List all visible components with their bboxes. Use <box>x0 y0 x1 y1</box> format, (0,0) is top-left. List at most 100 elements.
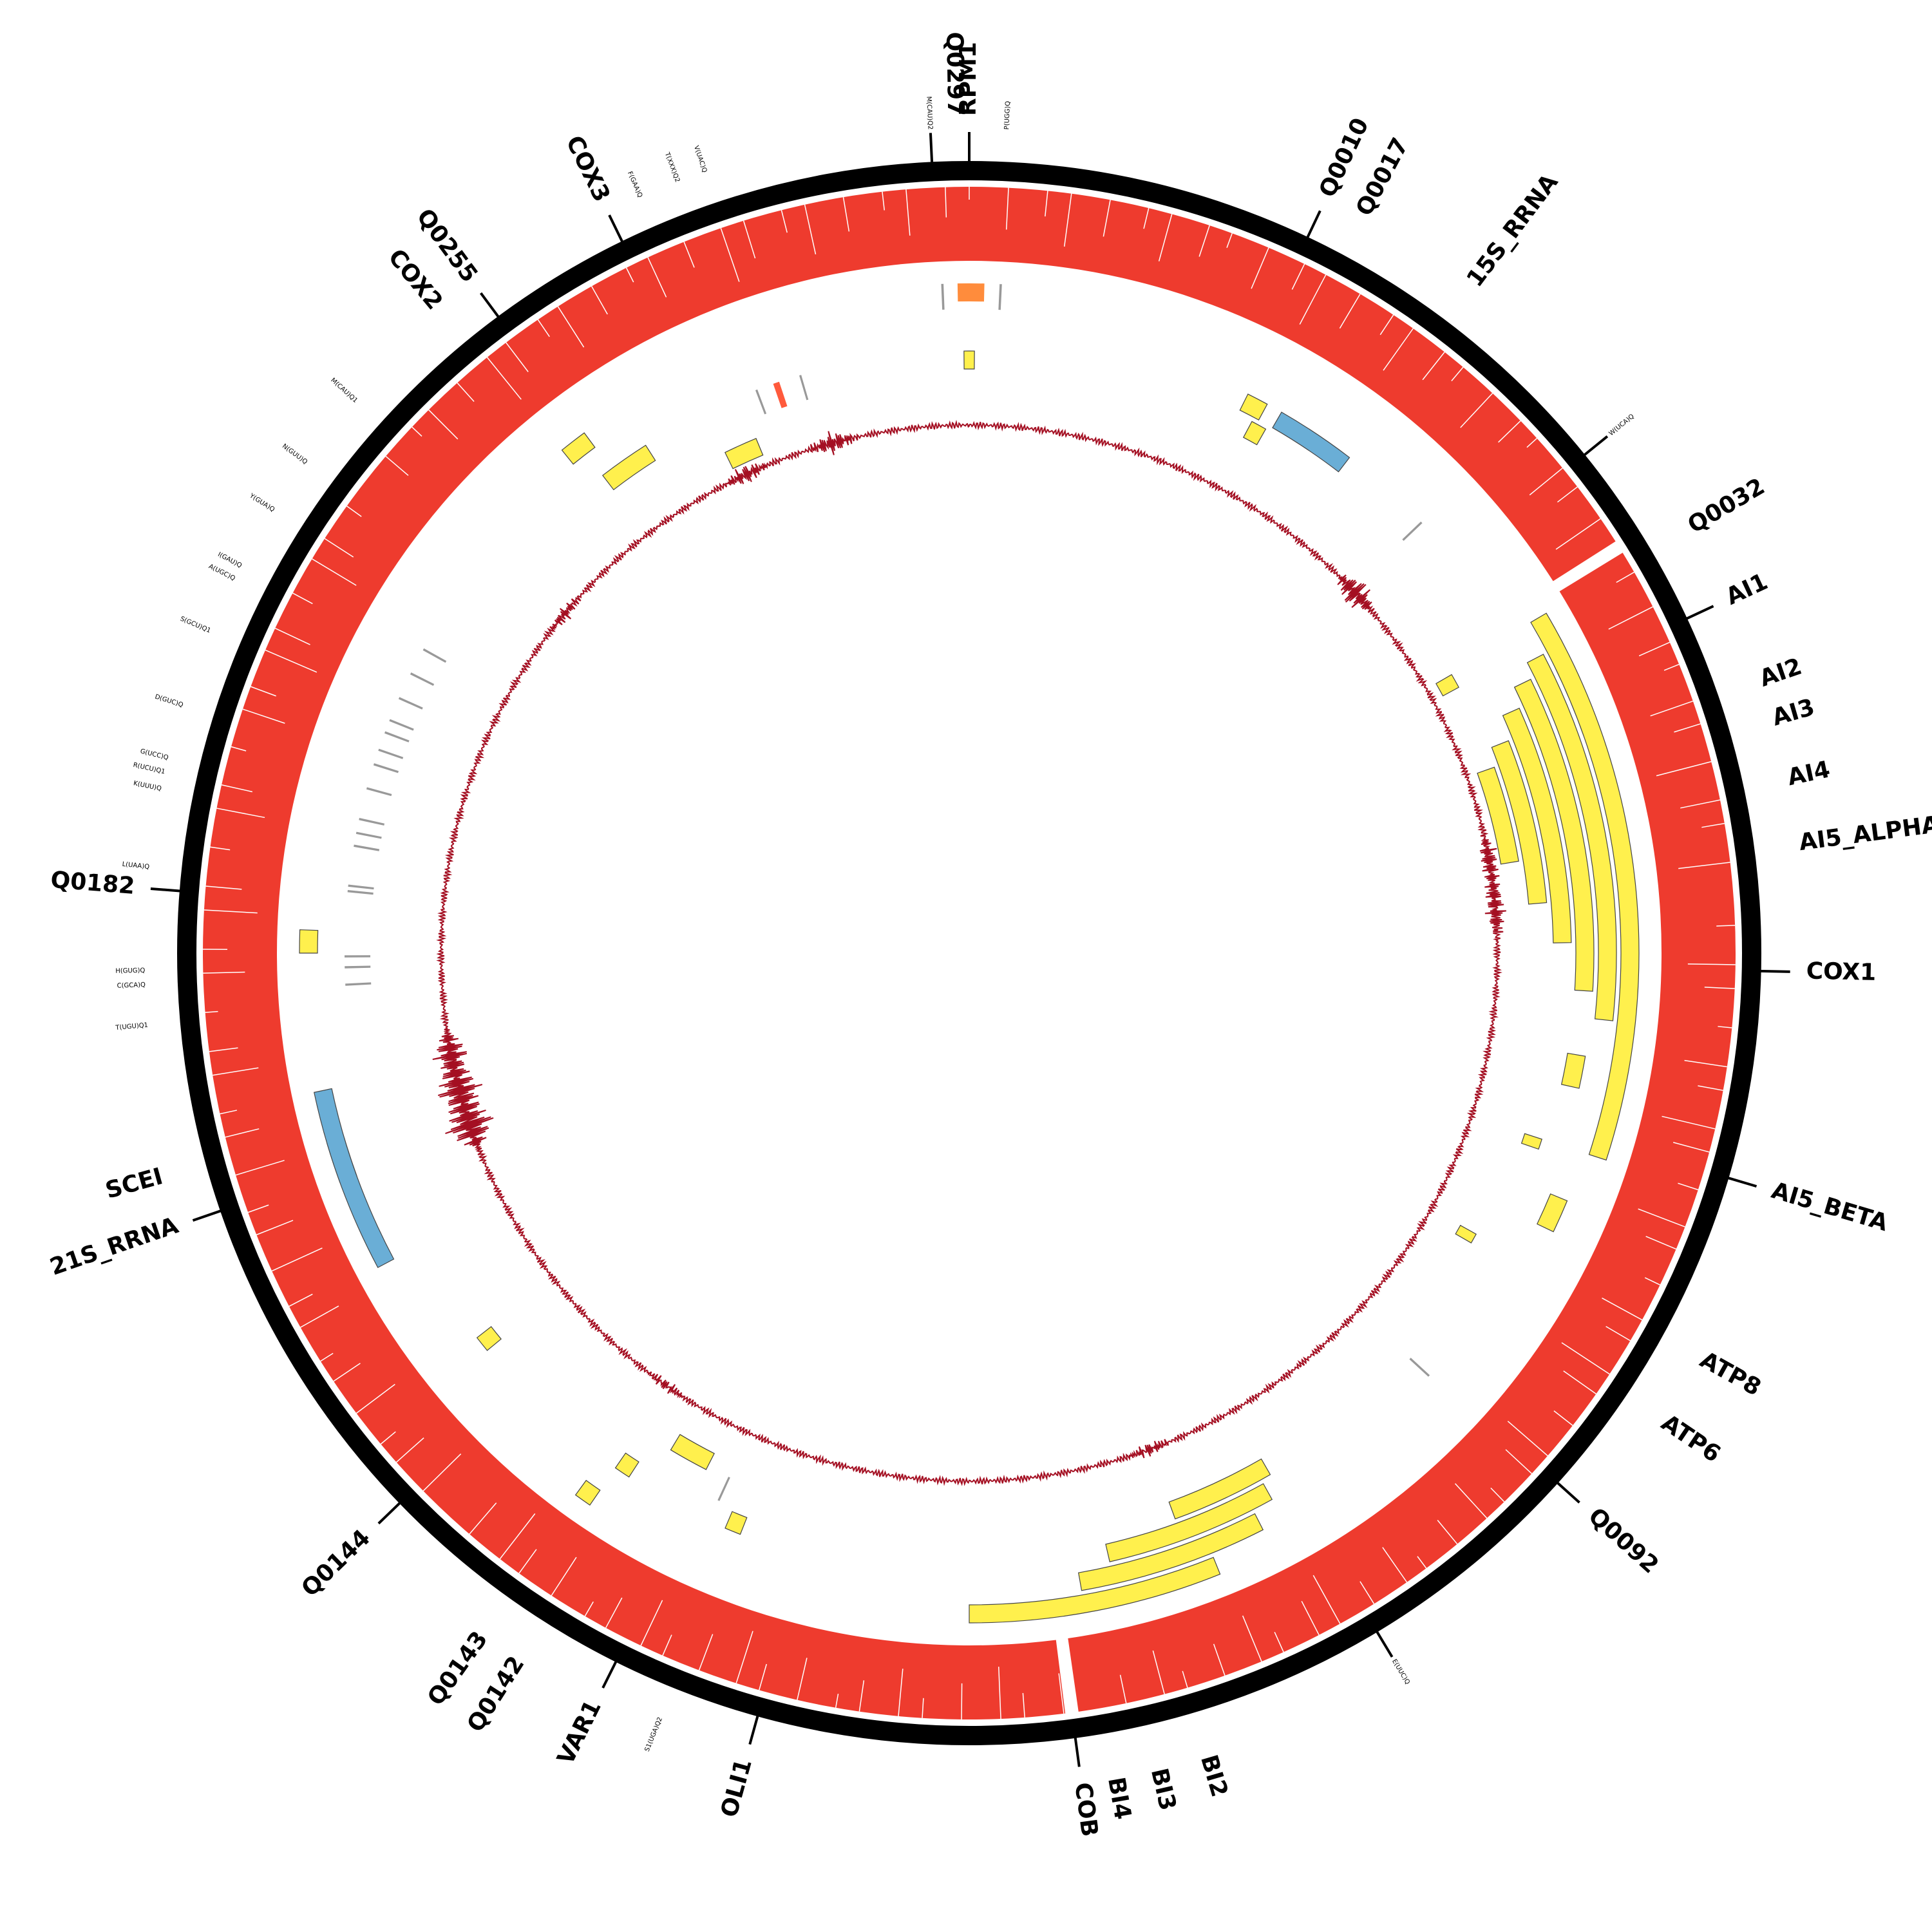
feature-cds-19 <box>601 444 656 491</box>
coverage-dip <box>220 1110 238 1115</box>
coverage-dip <box>1251 247 1269 289</box>
gene-label-7: AI2 <box>1756 653 1805 692</box>
coverage-dip <box>1498 420 1521 443</box>
coverage-dip <box>292 592 313 605</box>
coverage-dip <box>1684 1059 1727 1068</box>
gene-label-32: P(UGG)Q <box>1003 100 1012 129</box>
feature-cds-20 <box>561 432 596 465</box>
coverage-dip <box>204 909 258 914</box>
coverage-dip <box>1103 200 1111 237</box>
coverage-dip <box>216 808 265 819</box>
coverage-dip <box>1608 606 1653 630</box>
gene-label-0: Q0297 <box>941 32 969 117</box>
ideogram-tick-13 <box>192 1206 230 1222</box>
gene-label-18: BI4 <box>1103 1775 1136 1821</box>
coverage-dip <box>320 1352 334 1362</box>
coverage-dip <box>231 746 247 752</box>
gene-label-46: I(GAU)Q <box>216 551 243 570</box>
coverage-dip <box>640 1600 663 1646</box>
coverage-dip <box>905 189 911 236</box>
coverage-dip <box>247 1204 269 1213</box>
coverage-dip <box>781 210 788 233</box>
coverage-dip <box>213 1067 259 1076</box>
ideogram-circle <box>177 161 1761 1745</box>
feature-cds-5 <box>1477 766 1519 865</box>
gene-label-43: D(GUC)Q <box>154 694 184 709</box>
coverage-dip <box>1680 799 1721 809</box>
gene-label-4: 15S_RRNA <box>1462 169 1564 292</box>
coverage-dip <box>1437 1520 1458 1545</box>
coverage-dip <box>346 506 362 517</box>
coverage-dip <box>882 191 885 211</box>
coverage-dip <box>735 1631 753 1683</box>
coverage-dip <box>333 1363 361 1382</box>
coverage-dip <box>1557 486 1578 503</box>
feature-trna-43 <box>378 748 404 759</box>
coverage-dip <box>1422 352 1445 381</box>
coverage-dip <box>1687 963 1736 965</box>
coverage-dip <box>265 649 317 673</box>
feature-rrna-29 <box>314 1088 395 1269</box>
coverage-dip <box>499 1513 536 1560</box>
coverage-dip <box>289 1293 313 1307</box>
coverage-dip <box>205 886 242 890</box>
coverage-dip <box>743 220 756 259</box>
coverage-dip <box>457 382 475 402</box>
coverage-dip <box>251 686 276 697</box>
feature-cds-10 <box>1560 1052 1586 1089</box>
coverage-ring <box>203 187 1736 1720</box>
gene-label-31: M(CAU)Q2 <box>925 96 933 129</box>
feature-cds-25 <box>614 1452 639 1478</box>
coverage-dip <box>1638 1208 1685 1227</box>
coverage-dip <box>1152 1650 1165 1694</box>
coverage-dip <box>380 1431 396 1444</box>
gene-label-21: VAR1 <box>553 1696 607 1769</box>
gene-label-48: N(GUU)Q <box>281 442 308 466</box>
gene-label-17: BI3 <box>1146 1766 1181 1813</box>
coverage-dip <box>1242 1615 1262 1662</box>
coverage-dip <box>1451 366 1464 382</box>
gene-label-9: AI4 <box>1785 756 1832 791</box>
coverage-dip <box>1561 1342 1610 1375</box>
coverage-dip <box>1638 641 1671 657</box>
coverage-dip <box>1119 1674 1127 1703</box>
coverage-dip <box>591 286 608 315</box>
coverage-dip <box>1645 1236 1676 1250</box>
coverage-dip <box>537 319 550 337</box>
coverage-dip <box>210 846 231 851</box>
coverage-dip <box>898 1669 904 1716</box>
coverage-dip <box>1698 1085 1723 1091</box>
feature-trna-33 <box>998 284 1002 310</box>
coverage-dip <box>1718 1026 1732 1028</box>
coverage-dip <box>1022 1692 1025 1718</box>
coverage-dip <box>945 187 947 218</box>
feature-trna-35 <box>799 375 809 401</box>
coverage-dip <box>518 1549 537 1574</box>
gene-label-47: Y(GUA)Q <box>248 492 276 513</box>
gene-label-26: SCEI <box>102 1163 166 1204</box>
gene-label-39: L(UAA)Q <box>122 861 150 871</box>
gene-label-40: K(UUU)Q <box>133 780 162 793</box>
feature-cds-14 <box>1435 674 1459 697</box>
feature-trna-36 <box>1402 521 1423 541</box>
feature-cds-12 <box>1520 1133 1542 1150</box>
gene-label-41: R(UCU)Q1 <box>133 762 166 776</box>
ideogram-tick-12 <box>377 1495 408 1525</box>
gene-label-49: M(CAU)Q1 <box>329 377 359 404</box>
feature-cds-15 <box>1242 421 1267 446</box>
coverage-dip <box>1678 862 1730 869</box>
feature-cds-24 <box>574 1479 601 1506</box>
coverage-dip <box>1650 700 1694 717</box>
ideogram-tick-6 <box>1719 1174 1757 1188</box>
gene-label-16: BI2 <box>1195 1752 1233 1800</box>
feature-cds-9 <box>1168 1458 1271 1520</box>
feature-cds-7 <box>1077 1513 1264 1591</box>
coverage-dip <box>605 1597 623 1629</box>
feature-cds-3 <box>1502 707 1572 943</box>
feature-trna-34 <box>755 389 767 415</box>
coverage-dip <box>1678 1182 1699 1191</box>
coverage-dip <box>1383 328 1414 371</box>
coverage-dip <box>1507 1421 1548 1457</box>
feature-trna-42 <box>373 763 399 773</box>
coverage-dip <box>1656 761 1712 777</box>
